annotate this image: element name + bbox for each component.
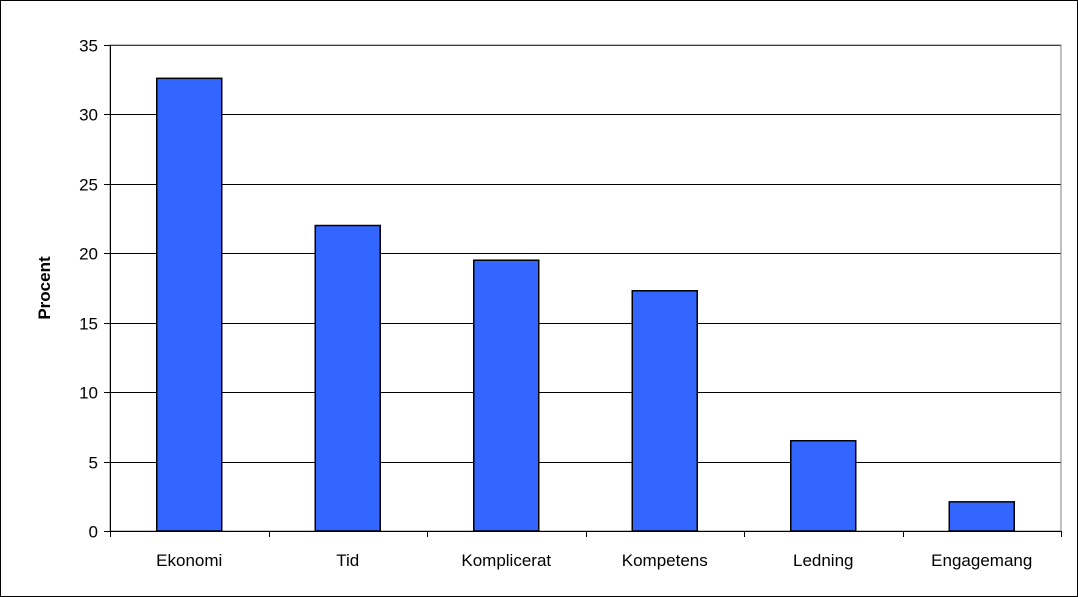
x-category-label: Komplicerat xyxy=(461,551,551,570)
y-tick-label: 35 xyxy=(79,37,98,56)
x-category-labels: Ekonomi Tid Komplicerat Kompetens Ledning Eng… xyxy=(156,551,1032,570)
x-category-label: Engagemang xyxy=(931,551,1032,570)
y-tick-label: 0 xyxy=(89,523,98,542)
y-tick-label: 30 xyxy=(79,106,98,125)
y-tick-label: 10 xyxy=(79,384,98,403)
y-tick-label: 20 xyxy=(79,245,98,264)
bar-kompetens xyxy=(631,290,698,532)
x-category-label: Ledning xyxy=(793,551,854,570)
plot-area xyxy=(109,44,1062,532)
bars xyxy=(156,77,1015,532)
y-tick-label: 5 xyxy=(89,454,98,473)
y-tick-labels: 0 5 10 15 20 25 30 35 xyxy=(79,37,98,542)
bar-ledning xyxy=(790,439,857,532)
gridlines xyxy=(110,45,1061,463)
y-tick-label: 15 xyxy=(79,315,98,334)
x-category-label: Ekonomi xyxy=(156,551,222,570)
y-axis-title: Procent xyxy=(35,256,54,320)
y-tick-label: 25 xyxy=(79,176,98,195)
bar-komplicerat xyxy=(473,259,540,532)
bar-tid xyxy=(314,224,381,532)
x-category-label: Kompetens xyxy=(622,551,708,570)
bar-engagemang xyxy=(948,501,1015,532)
axes xyxy=(104,45,1062,537)
bar-ekonomi xyxy=(156,77,223,532)
x-category-label: Tid xyxy=(336,551,359,570)
